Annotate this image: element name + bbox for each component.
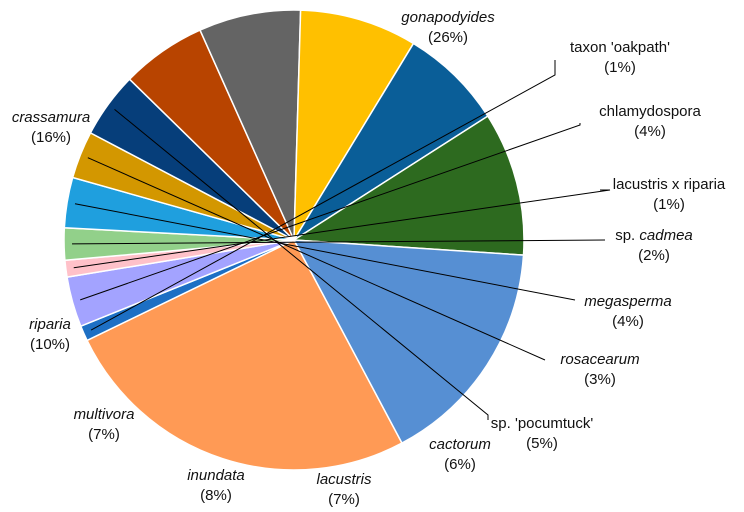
- slice-percent-label: (1%): [604, 59, 636, 76]
- slice-label: riparia: [29, 316, 71, 333]
- leader-line: [74, 203, 576, 301]
- slice-percent-label: (10%): [30, 336, 70, 353]
- slice-label: sp. cadmea: [615, 227, 693, 244]
- leader-line: [73, 189, 611, 269]
- slice-label: cactorum: [429, 436, 491, 453]
- slice-percent-label: (4%): [634, 123, 666, 140]
- slice-percent-label: (1%): [653, 196, 685, 213]
- slice-label: sp. 'pocumtuck': [491, 415, 594, 432]
- slice-label: megasperma: [584, 293, 672, 310]
- slice-percent-label: (26%): [428, 29, 468, 46]
- pie-slices: [63, 9, 525, 471]
- slice-percent-label: (2%): [638, 247, 670, 264]
- slice-percent-label: (7%): [328, 491, 360, 508]
- leader-line: [72, 239, 606, 245]
- slice-label: lacustris: [316, 471, 372, 488]
- slice-percent-label: (3%): [584, 371, 616, 388]
- slice-label: lacustris x riparia: [613, 176, 726, 193]
- slice-label: multivora: [74, 406, 135, 423]
- pie-slice: [199, 9, 302, 241]
- slice-percent-label: (8%): [200, 487, 232, 504]
- pie-slice: [293, 9, 415, 243]
- leader-line: [80, 123, 581, 301]
- slice-label: taxon 'oakpath': [570, 39, 670, 56]
- leader-line: [87, 157, 546, 361]
- slice-label: chlamydospora: [599, 103, 701, 120]
- slice-percent-label: (6%): [444, 456, 476, 473]
- pie-slice: [293, 42, 489, 241]
- slice-percent-label: (4%): [612, 313, 644, 330]
- slice-percent-label: (16%): [31, 129, 71, 146]
- slice-percent-label: (5%): [526, 435, 558, 452]
- pie-labels: gonapodyides (26%) taxon 'oakpath' (1%) chla…: [12, 9, 726, 508]
- slice-label: crassamura: [12, 109, 90, 126]
- pie-slice: [292, 239, 525, 445]
- slice-label: rosacearum: [560, 351, 639, 368]
- pie-slice: [86, 239, 403, 471]
- slice-percent-label: (7%): [88, 426, 120, 443]
- leader-line: [90, 60, 556, 331]
- leader-line: [114, 108, 489, 420]
- slice-label: gonapodyides: [401, 9, 495, 26]
- slice-label: inundata: [187, 467, 245, 484]
- pie-slice: [291, 115, 525, 256]
